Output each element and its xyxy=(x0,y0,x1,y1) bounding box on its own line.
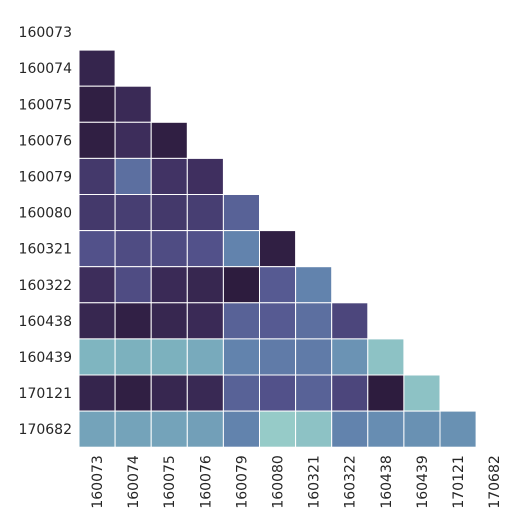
heatmap-cell-170121-160439 xyxy=(403,374,441,412)
heatmap-cell-160080-160076 xyxy=(186,194,224,232)
heatmap-cell-170682-160079 xyxy=(222,410,260,448)
column-tick-label: 170121 xyxy=(451,455,467,508)
heatmap-cell-160322-160079 xyxy=(222,266,260,304)
heatmap-cell-170121-160079 xyxy=(222,374,260,412)
heatmap-cell-170121-160076 xyxy=(186,374,224,412)
heatmap-cell-170682-160321 xyxy=(295,410,333,448)
heatmap-cell-160075-160073 xyxy=(78,85,116,123)
column-tick-labels: 160073 160074 160075 160076 160079 160080 1603… xyxy=(90,455,503,509)
heatmap-cell-160321-160079 xyxy=(222,230,260,268)
heatmap-cell-160080-160073 xyxy=(78,194,116,232)
column-tick-label: 160080 xyxy=(271,455,287,508)
heatmap-cell-160079-160075 xyxy=(150,157,188,195)
heatmap-cell-160439-160079 xyxy=(222,338,260,376)
heatmap-cell-160322-160074 xyxy=(114,266,152,304)
column-tick-label: 170682 xyxy=(487,455,503,508)
heatmap-cell-170682-170121 xyxy=(439,410,477,448)
column-tick-label: 160073 xyxy=(90,455,106,508)
row-tick-label: 160439 xyxy=(19,350,72,366)
heatmap-cell-160439-160322 xyxy=(331,338,369,376)
heatmap-cell-160438-160322 xyxy=(331,302,369,340)
heatmap-cell-170682-160076 xyxy=(186,410,224,448)
heatmap-cell-160322-160321 xyxy=(295,266,333,304)
heatmap-cell-160439-160076 xyxy=(186,338,224,376)
heatmap-cell-160438-160075 xyxy=(150,302,188,340)
heatmap-cell-160076-160073 xyxy=(78,121,116,159)
heatmap-cell-160439-160075 xyxy=(150,338,188,376)
row-tick-label: 160322 xyxy=(19,278,72,294)
row-tick-label: 160073 xyxy=(19,25,72,41)
column-tick-label: 160321 xyxy=(307,455,323,508)
heatmap-cell-160438-160080 xyxy=(259,302,297,340)
column-tick-label: 160074 xyxy=(126,455,142,509)
heatmap-cell-170682-160075 xyxy=(150,410,188,448)
heatmap-cell-160080-160079 xyxy=(222,194,260,232)
heatmap-cell-170682-160322 xyxy=(331,410,369,448)
column-tick-label: 160079 xyxy=(234,455,250,508)
heatmap-cell-160438-160079 xyxy=(222,302,260,340)
heatmap-cell-160079-160076 xyxy=(186,157,224,195)
column-tick-label: 160075 xyxy=(162,455,178,508)
column-tick-label: 160322 xyxy=(343,455,359,508)
heatmap-cell-160079-160074 xyxy=(114,157,152,195)
heatmap-cell-160075-160074 xyxy=(114,85,152,123)
heatmap-cell-160074-160073 xyxy=(78,49,116,87)
heatmap-cell-160321-160074 xyxy=(114,230,152,268)
heatmap-cell-160438-160321 xyxy=(295,302,333,340)
heatmap-cell-170121-160074 xyxy=(114,374,152,412)
heatmap-cell-160438-160074 xyxy=(114,302,152,340)
row-tick-label: 160080 xyxy=(19,206,72,222)
heatmap-cell-170121-160075 xyxy=(150,374,188,412)
heatmap-cell-170121-160073 xyxy=(78,374,116,412)
heatmap-cell-170682-160080 xyxy=(259,410,297,448)
heatmap-cell-170121-160080 xyxy=(259,374,297,412)
row-tick-label: 160079 xyxy=(19,169,72,185)
heatmap-cell-160439-160438 xyxy=(367,338,405,376)
heatmap-cell-160321-160080 xyxy=(259,230,297,268)
heatmap-cell-160321-160076 xyxy=(186,230,224,268)
heatmap-cell-170682-160074 xyxy=(114,410,152,448)
column-tick-label: 160439 xyxy=(415,455,431,508)
row-tick-labels: 160073 160074 160075 160076 160079 160080 1603… xyxy=(19,25,73,438)
heatmap-cell-160079-160073 xyxy=(78,157,116,195)
row-tick-label: 170682 xyxy=(19,422,72,438)
heatmap-cell-160080-160075 xyxy=(150,194,188,232)
row-tick-label: 160076 xyxy=(19,133,73,149)
row-tick-label: 160321 xyxy=(19,242,72,258)
column-tick-label: 160438 xyxy=(379,455,395,508)
heatmap-cell-160322-160073 xyxy=(78,266,116,304)
heatmap-cell-160439-160321 xyxy=(295,338,333,376)
row-tick-label: 170121 xyxy=(19,386,72,402)
heatmap-cell-160080-160074 xyxy=(114,194,152,232)
heatmap-cell-170121-160321 xyxy=(295,374,333,412)
heatmap-cell-160076-160075 xyxy=(150,121,188,159)
heatmap-cell-160439-160080 xyxy=(259,338,297,376)
row-tick-label: 160075 xyxy=(19,97,72,113)
heatmap-cell-160322-160080 xyxy=(259,266,297,304)
row-tick-label: 160438 xyxy=(19,314,72,330)
column-tick-label: 160076 xyxy=(198,455,214,509)
heatmap-cell-160438-160073 xyxy=(78,302,116,340)
heatmap-cell-170682-160439 xyxy=(403,410,441,448)
heatmap-cell-160439-160073 xyxy=(78,338,116,376)
heatmap-cell-160439-160074 xyxy=(114,338,152,376)
heatmap-cell-170121-160438 xyxy=(367,374,405,412)
heatmap-cell-170682-160438 xyxy=(367,410,405,448)
heatmap-cell-160321-160073 xyxy=(78,230,116,268)
heatmap-cell-160438-160076 xyxy=(186,302,224,340)
heatmap-cell-160322-160075 xyxy=(150,266,188,304)
heatmap-cell-160321-160075 xyxy=(150,230,188,268)
heatmap-cell-170682-160073 xyxy=(78,410,116,448)
heatmap-cell-160076-160074 xyxy=(114,121,152,159)
row-tick-label: 160074 xyxy=(19,61,73,77)
heatmap-cell-160322-160076 xyxy=(186,266,224,304)
heatmap-cells xyxy=(78,49,477,448)
heatmap-cell-170121-160322 xyxy=(331,374,369,412)
